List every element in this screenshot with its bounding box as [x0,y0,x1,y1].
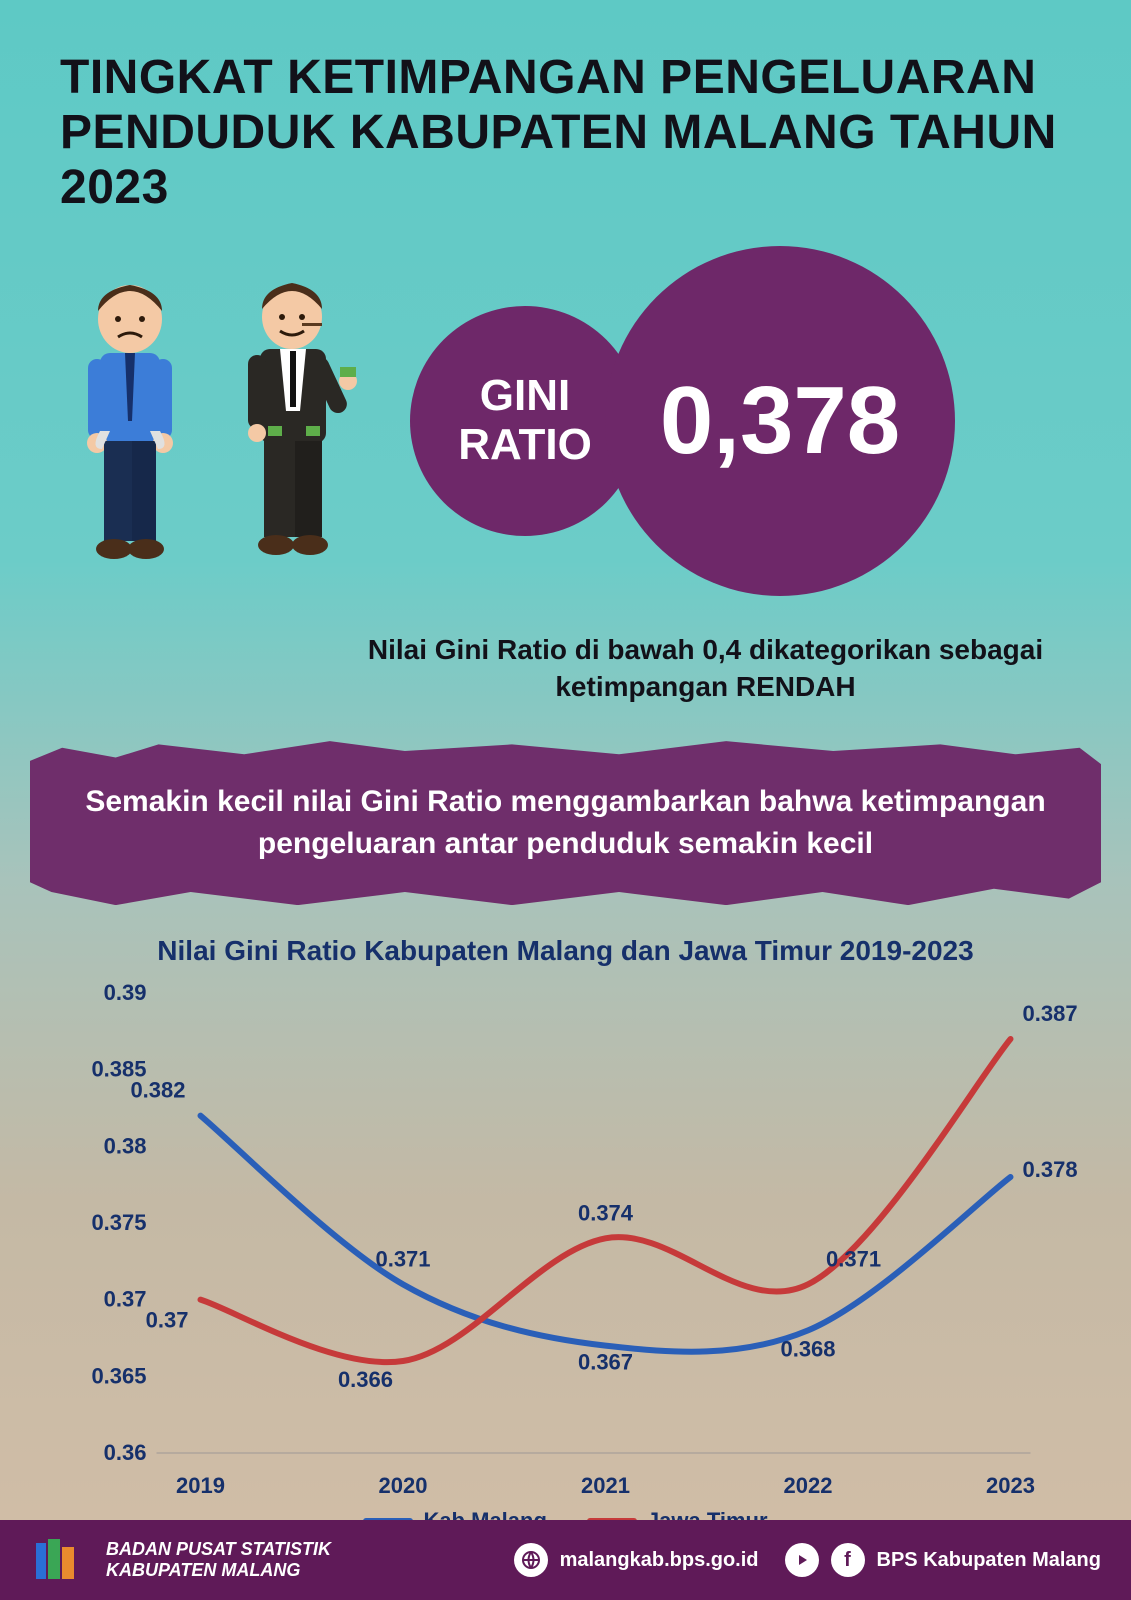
person-sad-icon [60,271,200,571]
svg-text:2022: 2022 [784,1473,833,1498]
svg-text:2023: 2023 [986,1473,1035,1498]
footer-bar: BADAN PUSAT STATISTIK KABUPATEN MALANG m… [0,1520,1131,1600]
line-chart: 0.360.3650.370.3750.380.3850.39201920202… [50,973,1081,1513]
svg-text:0.37: 0.37 [146,1308,189,1333]
gini-label-text: GINI RATIO [458,372,592,469]
svg-text:0.371: 0.371 [826,1246,881,1271]
page-title: TINGKAT KETIMPANGAN PENGELUARAN PENDUDUK… [0,0,1131,236]
svg-text:0.37: 0.37 [104,1287,147,1312]
svg-text:0.39: 0.39 [104,980,147,1005]
gini-value-text: 0,378 [660,366,900,476]
globe-icon [514,1543,548,1577]
footer-website-text: malangkab.bps.go.id [560,1549,759,1572]
gini-subnote: Nilai Gini Ratio di bawah 0,4 dikategori… [0,606,1131,732]
youtube-icon [785,1543,819,1577]
footer-org: BADAN PUSAT STATISTIK KABUPATEN MALANG [106,1539,331,1580]
chart-title: Nilai Gini Ratio Kabupaten Malang dan Ja… [50,935,1081,967]
chart-section: Nilai Gini Ratio Kabupaten Malang dan Ja… [0,925,1131,1534]
hero-section: GINI RATIO 0,378 [0,236,1131,606]
person-rich-icon [220,271,370,571]
people-illustration [60,271,370,571]
svg-text:0.382: 0.382 [130,1078,185,1103]
explanation-banner: Semakin kecil nilai Gini Ratio menggamba… [30,741,1101,905]
svg-text:2019: 2019 [176,1473,225,1498]
svg-text:0.378: 0.378 [1023,1157,1078,1182]
svg-text:0.367: 0.367 [578,1350,633,1375]
footer-org-line2: KABUPATEN MALANG [106,1560,331,1581]
footer-website[interactable]: malangkab.bps.go.id [514,1543,759,1577]
svg-text:2021: 2021 [581,1473,630,1498]
svg-text:0.387: 0.387 [1023,1001,1078,1026]
footer-social[interactable]: f BPS Kabupaten Malang [785,1543,1101,1577]
facebook-icon: f [831,1543,865,1577]
svg-text:0.366: 0.366 [338,1367,393,1392]
svg-text:0.375: 0.375 [91,1210,146,1235]
footer-social-text: BPS Kabupaten Malang [877,1549,1101,1572]
svg-text:2020: 2020 [379,1473,428,1498]
svg-text:0.374: 0.374 [578,1200,634,1225]
svg-text:0.36: 0.36 [104,1440,147,1465]
svg-text:0.38: 0.38 [104,1133,147,1158]
gini-circles: GINI RATIO 0,378 [410,246,955,596]
svg-text:0.368: 0.368 [780,1336,835,1361]
svg-text:0.371: 0.371 [375,1246,430,1271]
svg-text:0.365: 0.365 [91,1363,146,1388]
bps-logo-icon [30,1535,80,1585]
gini-value-circle: 0,378 [605,246,955,596]
footer-org-line1: BADAN PUSAT STATISTIK [106,1539,331,1560]
